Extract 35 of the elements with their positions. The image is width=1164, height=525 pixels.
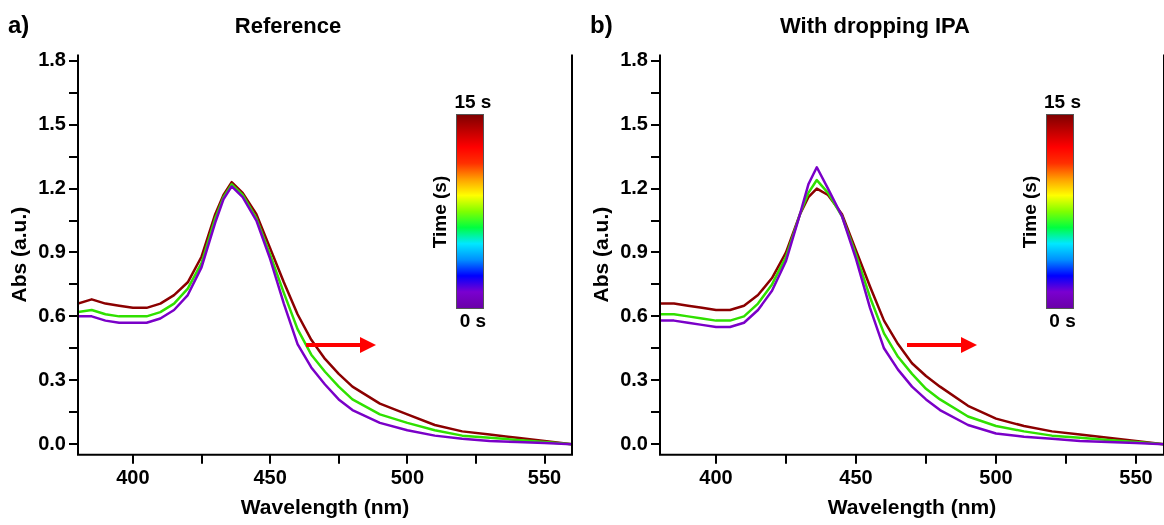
y-tick-label: 0.9 (620, 239, 648, 262)
y-tick-label: 0.3 (38, 367, 66, 390)
x-tick-label: 550 (527, 466, 562, 489)
y-tick-label: 0.6 (620, 303, 648, 326)
y-tick-label: 0.6 (38, 303, 66, 326)
annotation: 15 s (1044, 91, 1082, 114)
annotation: 0 s (459, 310, 487, 333)
y-tick-label: 0.9 (38, 239, 66, 262)
x-tick-label: 400 (116, 466, 150, 489)
color-bar-title: Time (s) (428, 175, 451, 249)
text: a) (8, 10, 30, 38)
y-tick-label: 0.0 (620, 431, 648, 454)
x-tick-label: 500 (979, 466, 1013, 489)
y-tick-label: 1.2 (38, 176, 66, 199)
y-tick-label: 1.5 (620, 112, 648, 135)
color-bar-title: Time (s) (1018, 175, 1041, 249)
text: b) (590, 10, 613, 38)
y-axis-title: Abs (a.u.) (589, 206, 613, 303)
x-tick-label: 450 (253, 466, 287, 489)
y-tick-label: 1.2 (620, 176, 648, 199)
chart-title: With dropping IPA (779, 13, 971, 39)
y-tick-label: 1.5 (38, 112, 66, 135)
y-tick-label: 1.8 (38, 48, 66, 71)
y-tick-label: 0.3 (620, 367, 648, 390)
y-axis-title: Abs (a.u.) (7, 206, 31, 303)
annotation: 0 s (1049, 310, 1076, 333)
x-tick-label: 500 (390, 466, 425, 489)
annotation: 15 s (454, 91, 492, 114)
x-tick-label: 550 (1119, 466, 1153, 489)
chart-title: Reference (234, 13, 342, 39)
x-tick-label: 450 (839, 466, 873, 489)
y-tick-label: 1.8 (620, 48, 648, 71)
x-tick-label: 400 (699, 466, 733, 489)
x-axis-title: Wavelength (nm) (827, 495, 997, 519)
x-axis-title: Wavelength (nm) (240, 495, 410, 519)
